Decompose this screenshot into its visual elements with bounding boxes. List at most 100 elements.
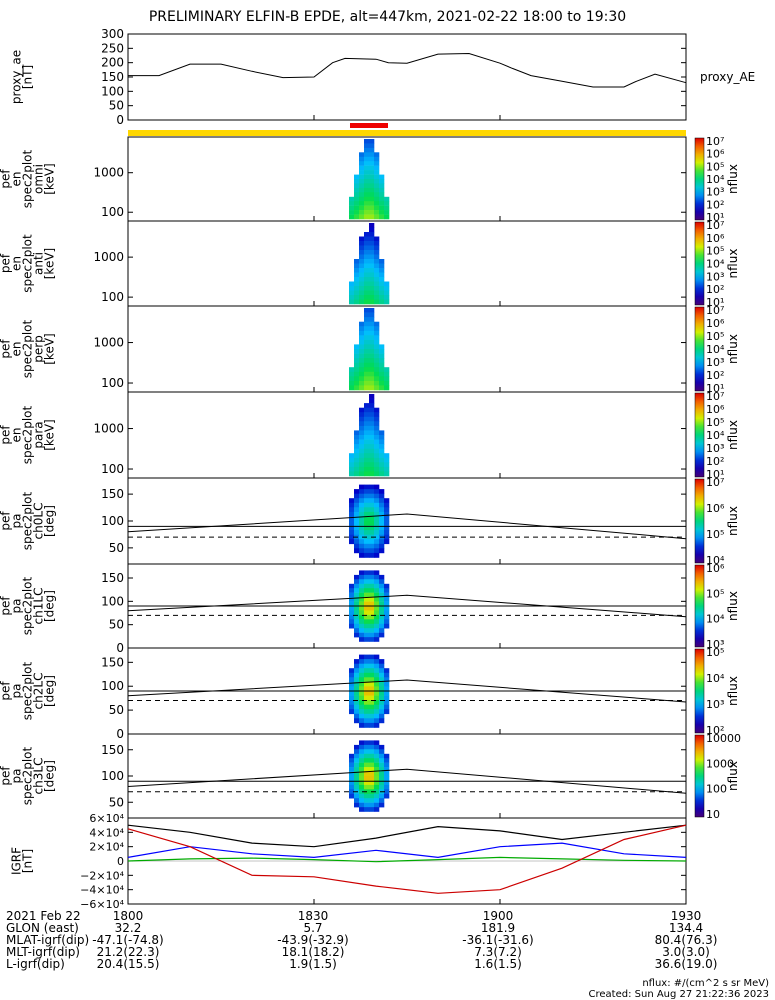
heatmap-cell bbox=[349, 539, 355, 545]
heatmap-cell bbox=[354, 466, 360, 472]
ylabel-line: en bbox=[10, 256, 24, 271]
heatmap-cell bbox=[379, 709, 385, 715]
heatmap-cell bbox=[369, 574, 375, 580]
heatmap-cell bbox=[384, 281, 390, 287]
heatmap-cell bbox=[364, 161, 370, 166]
colorbar-tick: 10⁵ bbox=[706, 587, 724, 600]
heatmap-cell bbox=[359, 771, 365, 777]
heatmap-cell bbox=[369, 152, 375, 157]
heatmap-cell bbox=[359, 290, 365, 296]
heatmap-cell bbox=[379, 192, 385, 197]
ylabel-line: spec2plot bbox=[21, 661, 35, 720]
heatmap-cell bbox=[384, 583, 390, 589]
heatmap-cell bbox=[374, 290, 380, 296]
ylabel-line: ch0LC bbox=[32, 503, 46, 540]
ylabel-line: [deg] bbox=[43, 760, 57, 792]
colorbar-tick: 10⁴ bbox=[706, 429, 725, 442]
heatmap-cell bbox=[359, 753, 365, 759]
heatmap-cell bbox=[379, 802, 385, 808]
heatmap-cell bbox=[364, 597, 370, 602]
heatmap-cell bbox=[359, 439, 365, 445]
heatmap-cell bbox=[369, 511, 375, 517]
heatmap-cell bbox=[349, 295, 355, 300]
heatmap-cell bbox=[374, 493, 380, 499]
igrf-series-1 bbox=[127, 842, 687, 859]
heatmap-cell bbox=[364, 295, 370, 300]
colorbar-tick: 10000 bbox=[706, 732, 741, 745]
heatmap-cell bbox=[354, 610, 360, 616]
heatmap-cell bbox=[359, 250, 365, 255]
heatmap-cell bbox=[354, 489, 360, 494]
heatmap-cell bbox=[384, 588, 390, 593]
ytick-label: 1000 bbox=[93, 336, 124, 350]
heatmap-cell bbox=[359, 718, 365, 724]
heatmap-cell bbox=[369, 439, 375, 445]
colorbar-label: nflux bbox=[726, 506, 740, 536]
heatmap-cell bbox=[384, 371, 390, 377]
heatmap-cell bbox=[374, 380, 380, 386]
heatmap-cell bbox=[364, 290, 370, 296]
heatmap-cell bbox=[354, 457, 360, 463]
ytick-label: 100 bbox=[101, 290, 124, 304]
heatmap-cell bbox=[379, 583, 385, 589]
ytick-label: 0 bbox=[116, 727, 124, 741]
heatmap-cell bbox=[364, 753, 370, 759]
heatmap-cell bbox=[369, 489, 375, 494]
heatmap-cell bbox=[374, 592, 380, 598]
heatmap-cell bbox=[364, 407, 370, 413]
heatmap-cell bbox=[384, 789, 390, 794]
heatmap-cell bbox=[359, 579, 365, 584]
heatmap-cell bbox=[354, 277, 360, 282]
heatmap-cell bbox=[354, 471, 360, 477]
heatmap-cell bbox=[364, 493, 370, 499]
heatmap-cell bbox=[364, 672, 370, 678]
heatmap-cell bbox=[374, 295, 380, 300]
heatmap-cell bbox=[364, 798, 370, 803]
heatmap-cell bbox=[379, 606, 385, 611]
heatmap-cell bbox=[379, 511, 385, 517]
heatmap-cell bbox=[379, 448, 385, 454]
ylabel-line: [deg] bbox=[43, 675, 57, 707]
heatmap-cell bbox=[349, 196, 355, 202]
colorbar-tick: 1000 bbox=[706, 757, 734, 770]
ytick-label: −2×10⁴ bbox=[80, 869, 124, 882]
heatmap-cell bbox=[374, 412, 380, 418]
heatmap-cell bbox=[374, 749, 380, 754]
heatmap-cell bbox=[374, 335, 380, 341]
heatmap-cell bbox=[374, 798, 380, 803]
heatmap-cell bbox=[354, 430, 360, 436]
heatmap-cell bbox=[369, 385, 375, 391]
heatmap-cell bbox=[364, 668, 370, 674]
heatmap-cell bbox=[374, 789, 380, 794]
heatmap-cell bbox=[354, 601, 360, 607]
heatmap-cell bbox=[354, 453, 360, 459]
heatmap-cell bbox=[379, 753, 385, 759]
heatmap-cell bbox=[374, 214, 380, 220]
ylabel-line: spec2plot bbox=[21, 491, 35, 550]
footer-row-value: 18.1(18.2) bbox=[281, 945, 345, 959]
heatmap-cell bbox=[364, 371, 370, 377]
heatmap-cell bbox=[369, 663, 375, 669]
pa-loss-cone-line bbox=[127, 679, 687, 703]
heatmap-cell bbox=[354, 623, 360, 629]
ylabel-line: pef bbox=[0, 596, 13, 616]
heatmap-cell bbox=[359, 170, 365, 175]
heatmap-cell bbox=[359, 214, 365, 220]
ylabel-line: spec2plot bbox=[21, 405, 35, 464]
heatmap-cell bbox=[364, 143, 370, 149]
heatmap-cell bbox=[374, 672, 380, 678]
heatmap-cell bbox=[369, 592, 375, 598]
heatmap-cell bbox=[359, 677, 365, 683]
heatmap-cell bbox=[374, 530, 380, 535]
heatmap-cell bbox=[374, 448, 380, 454]
heatmap-cell bbox=[359, 498, 365, 504]
colorbar bbox=[694, 137, 705, 221]
heatmap-cell bbox=[379, 259, 385, 264]
heatmap-cell bbox=[364, 802, 370, 808]
heatmap-cell bbox=[369, 457, 375, 463]
colorbar-tick: 10⁴ bbox=[706, 258, 725, 271]
heatmap-cell bbox=[369, 543, 375, 549]
panel-frame-perp bbox=[127, 305, 687, 393]
heatmap-cell bbox=[359, 421, 365, 427]
heatmap-cell bbox=[369, 254, 375, 260]
